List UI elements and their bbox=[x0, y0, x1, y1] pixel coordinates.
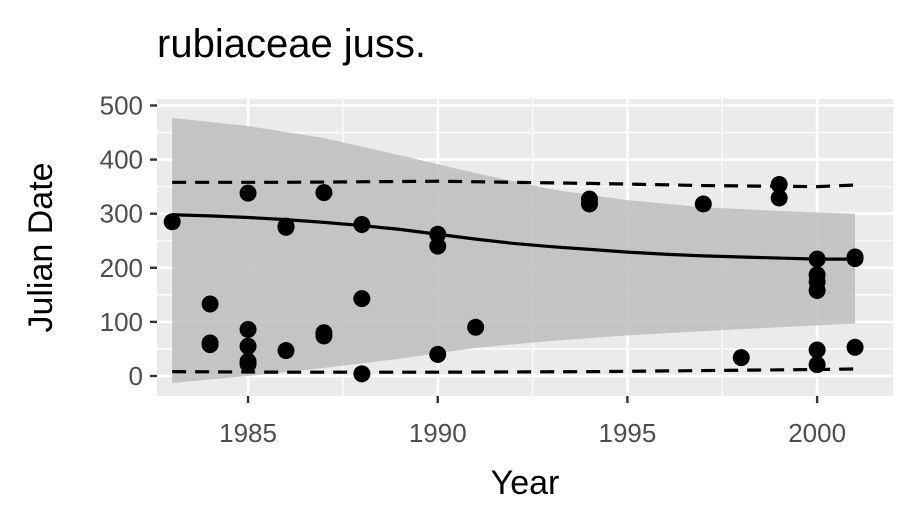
data-point bbox=[163, 213, 181, 231]
data-point bbox=[808, 341, 826, 359]
data-point bbox=[353, 216, 371, 234]
upper-dashed-line bbox=[172, 179, 856, 189]
data-point bbox=[201, 295, 219, 313]
data-point bbox=[239, 184, 257, 202]
data-point bbox=[353, 290, 371, 308]
data-point bbox=[808, 356, 826, 374]
x-tick-label: 2000 bbox=[788, 418, 846, 448]
data-point bbox=[580, 195, 598, 213]
data-point bbox=[277, 342, 295, 360]
data-point bbox=[694, 195, 712, 213]
data-point bbox=[770, 175, 788, 193]
x-axis-ticks: 1985 1990 1995 2000 bbox=[219, 396, 846, 448]
data-point bbox=[467, 318, 485, 336]
data-point bbox=[239, 355, 257, 373]
data-point bbox=[808, 250, 826, 268]
x-tick-label: 1985 bbox=[219, 418, 277, 448]
y-tick-label: 200 bbox=[100, 253, 143, 283]
y-tick-label: 400 bbox=[100, 145, 143, 175]
x-tick-label: 1990 bbox=[409, 418, 467, 448]
data-point bbox=[201, 336, 219, 354]
data-point bbox=[429, 345, 447, 363]
y-tick-label: 100 bbox=[100, 307, 143, 337]
x-tick-label: 1995 bbox=[599, 418, 657, 448]
data-point bbox=[239, 320, 257, 338]
data-point bbox=[732, 349, 750, 367]
data-points bbox=[163, 175, 864, 383]
y-tick-label: 300 bbox=[100, 199, 143, 229]
data-point bbox=[353, 365, 371, 383]
y-tick-label: 500 bbox=[100, 90, 143, 120]
data-point bbox=[239, 337, 257, 355]
data-point bbox=[429, 237, 447, 255]
x-axis-title: Year bbox=[491, 464, 560, 502]
y-axis-title: Julian Date bbox=[22, 162, 60, 332]
data-point bbox=[808, 282, 826, 300]
data-point bbox=[429, 225, 447, 243]
data-point bbox=[846, 338, 864, 356]
data-point bbox=[315, 327, 333, 345]
chart-title: rubiaceae juss. bbox=[157, 22, 427, 66]
data-point bbox=[315, 184, 333, 202]
y-tick-label: 0 bbox=[129, 361, 143, 391]
data-point bbox=[277, 218, 295, 236]
data-point bbox=[770, 189, 788, 207]
data-point bbox=[846, 250, 864, 268]
y-axis-ticks: 0 100 200 300 400 500 bbox=[100, 90, 157, 391]
confidence-band bbox=[172, 117, 856, 384]
